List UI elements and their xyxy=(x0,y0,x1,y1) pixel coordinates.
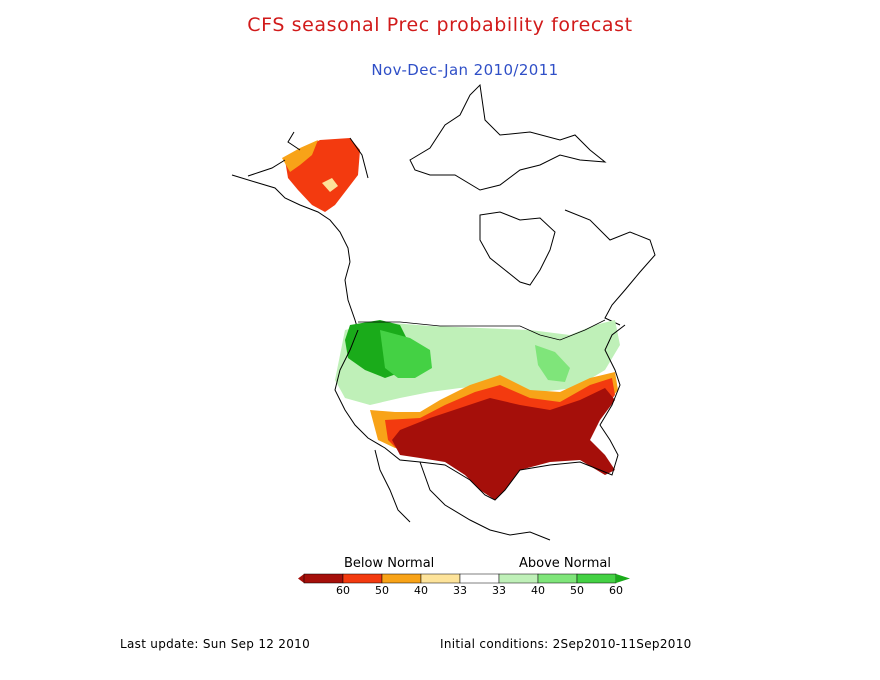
legend-arrow-left xyxy=(298,574,304,583)
legend-below-label: Below Normal xyxy=(344,556,435,571)
arctic-islands-outline xyxy=(409,83,607,191)
legend-block-4 xyxy=(459,573,500,584)
legend-tick-2: 40 xyxy=(414,584,428,597)
alaska-coastline xyxy=(231,131,369,263)
chart-title: CFS seasonal Prec probability forecast xyxy=(247,14,633,36)
legend-above-label: Above Normal xyxy=(519,556,611,571)
canada-us-border xyxy=(358,319,606,341)
labrador-coastline xyxy=(564,209,656,326)
legend-colorbar xyxy=(298,573,630,584)
legend-tick-3: 33 xyxy=(453,584,467,597)
legend-block-6 xyxy=(537,573,578,584)
legend-tick-4: 33 xyxy=(492,584,506,597)
chart-subtitle: Nov-Dec-Jan 2010/2011 xyxy=(371,61,559,79)
legend-block-2 xyxy=(381,573,422,584)
legend-block-7 xyxy=(576,573,617,584)
initial-conditions-text: Initial conditions: 2Sep2010-11Sep2010 xyxy=(440,637,692,651)
legend-arrow-right xyxy=(616,574,630,583)
pacific-coastline xyxy=(344,261,359,331)
legend-block-3 xyxy=(420,573,461,584)
usa-coastline xyxy=(334,324,626,501)
legend-tick-1: 50 xyxy=(375,584,389,597)
legend-tick-5: 40 xyxy=(531,584,545,597)
legend-block-5 xyxy=(498,573,539,584)
legend-tick-0: 60 xyxy=(336,584,350,597)
last-update-text: Last update: Sun Sep 12 2010 xyxy=(120,637,311,651)
alaska-below-normal-area xyxy=(285,138,360,212)
northwest-above-area xyxy=(380,330,432,378)
southern-strong-below-area xyxy=(392,388,615,500)
alaska-mod-below-area xyxy=(282,140,318,172)
legend-block-0 xyxy=(303,573,344,584)
legend-tick-7: 60 xyxy=(609,584,623,597)
alaska-weak-area xyxy=(322,178,338,192)
legend-tick-6: 50 xyxy=(570,584,584,597)
northeast-above-area xyxy=(535,345,570,382)
legend-block-1 xyxy=(342,573,383,584)
mexico-coastline xyxy=(374,449,551,541)
hudson-bay-outline xyxy=(479,211,556,286)
